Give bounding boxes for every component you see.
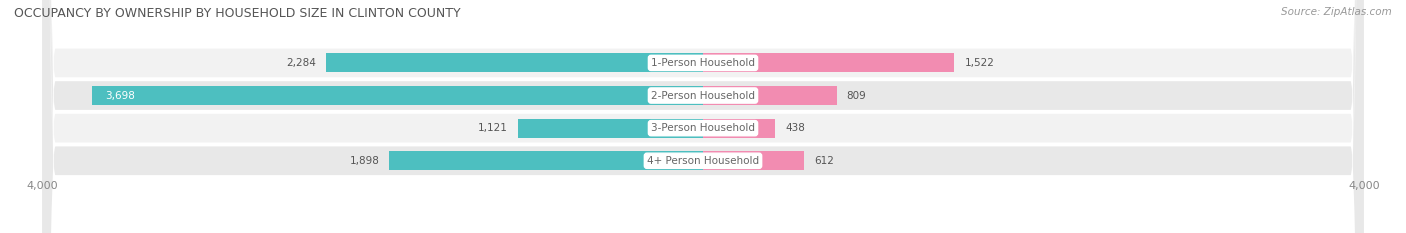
FancyBboxPatch shape <box>42 0 1364 233</box>
FancyBboxPatch shape <box>42 0 1364 233</box>
Text: Source: ZipAtlas.com: Source: ZipAtlas.com <box>1281 7 1392 17</box>
Text: 1,121: 1,121 <box>478 123 508 133</box>
Bar <box>517 119 703 138</box>
Bar <box>91 86 703 105</box>
FancyBboxPatch shape <box>42 0 1364 233</box>
Text: 4+ Person Household: 4+ Person Household <box>647 156 759 166</box>
FancyBboxPatch shape <box>42 0 1364 233</box>
Text: 809: 809 <box>846 91 866 100</box>
Text: 3,698: 3,698 <box>105 91 135 100</box>
Text: 2-Person Household: 2-Person Household <box>651 91 755 100</box>
Bar <box>703 119 775 138</box>
Text: 438: 438 <box>786 123 806 133</box>
Text: OCCUPANCY BY OWNERSHIP BY HOUSEHOLD SIZE IN CLINTON COUNTY: OCCUPANCY BY OWNERSHIP BY HOUSEHOLD SIZE… <box>14 7 461 20</box>
Text: 1,522: 1,522 <box>965 58 994 68</box>
Bar <box>703 151 804 170</box>
Bar <box>326 53 703 72</box>
Text: 3-Person Household: 3-Person Household <box>651 123 755 133</box>
Text: 1-Person Household: 1-Person Household <box>651 58 755 68</box>
Text: 1,898: 1,898 <box>350 156 380 166</box>
Text: 2,284: 2,284 <box>285 58 316 68</box>
Bar <box>703 53 955 72</box>
Bar <box>703 86 837 105</box>
Text: 612: 612 <box>814 156 834 166</box>
Bar <box>389 151 703 170</box>
